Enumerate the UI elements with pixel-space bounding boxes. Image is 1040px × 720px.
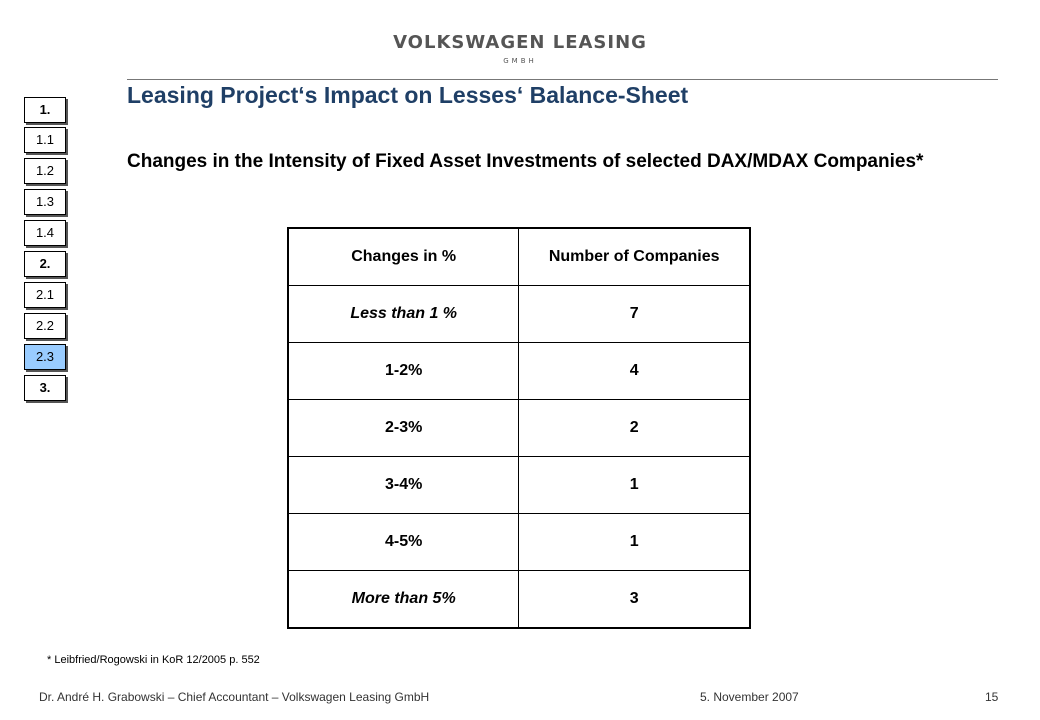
range-cell: More than 5% [287,570,520,629]
footnote: * Leibfried/Rogowski in KoR 12/2005 p. 5… [47,654,260,666]
nav-item-1-1[interactable]: 1.1 [24,127,66,153]
count-cell: 3 [518,570,751,629]
range-cell: 1-2% [287,342,520,400]
table-header-row: Changes in % Number of Companies [287,227,751,286]
range-cell: 4-5% [287,513,520,571]
table-row: 1-2% 4 [287,342,751,400]
nav-item-1-3[interactable]: 1.3 [24,189,66,215]
count-cell: 1 [518,513,751,571]
nav-item-2-3[interactable]: 2.3 [24,344,66,370]
table-row: Less than 1 % 7 [287,285,751,343]
range-cell: 2-3% [287,399,520,457]
range-cell: Less than 1 % [287,285,520,343]
footer-author: Dr. André H. Grabowski – Chief Accountan… [39,690,430,704]
nav-item-1-2[interactable]: 1.2 [24,158,66,184]
logo-wordmark: VOLKSWAGEN LEASING [393,32,647,53]
nav-item-3[interactable]: 3. [24,375,66,401]
nav-item-1[interactable]: 1. [24,97,66,123]
count-cell: 7 [518,285,751,343]
count-cell: 2 [518,399,751,457]
slide-subtitle: Changes in the Intensity of Fixed Asset … [127,151,924,172]
table-row: 3-4% 1 [287,456,751,514]
companies-table: Changes in % Number of Companies Less th… [287,227,751,629]
company-logo: VOLKSWAGEN LEASING GMBH [0,32,1040,65]
slide-title: Leasing Project‘s Impact on Lesses‘ Bala… [127,82,689,108]
column-header-changes: Changes in % [287,227,520,286]
nav-item-2-2[interactable]: 2.2 [24,313,66,339]
table-row: 2-3% 2 [287,399,751,457]
page-number: 15 [985,690,999,704]
nav-item-2[interactable]: 2. [24,251,66,277]
table-row: More than 5% 3 [287,570,751,629]
logo-subtitle: GMBH [503,57,537,65]
count-cell: 1 [518,456,751,514]
header-divider [127,79,998,80]
nav-item-1-4[interactable]: 1.4 [24,220,66,246]
table-row: 4-5% 1 [287,513,751,571]
column-header-count: Number of Companies [518,227,751,286]
range-cell: 3-4% [287,456,520,514]
nav-item-2-1[interactable]: 2.1 [24,282,66,308]
count-cell: 4 [518,342,751,400]
footer-date: 5. November 2007 [700,690,799,704]
